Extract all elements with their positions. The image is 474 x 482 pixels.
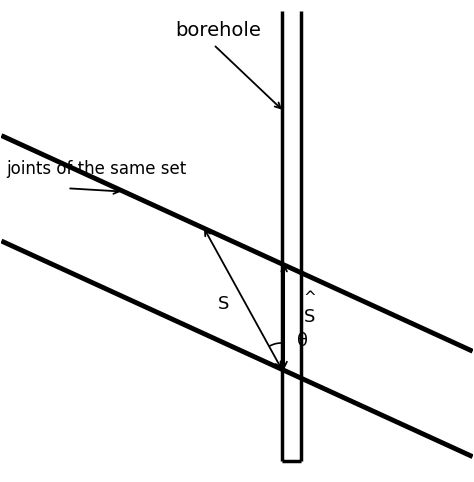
Text: borehole: borehole [175, 21, 261, 40]
Text: θ: θ [298, 332, 309, 349]
Text: joints of the same set: joints of the same set [6, 160, 186, 178]
Text: S: S [304, 308, 316, 326]
Text: ^: ^ [304, 290, 317, 305]
Text: S: S [219, 295, 230, 313]
